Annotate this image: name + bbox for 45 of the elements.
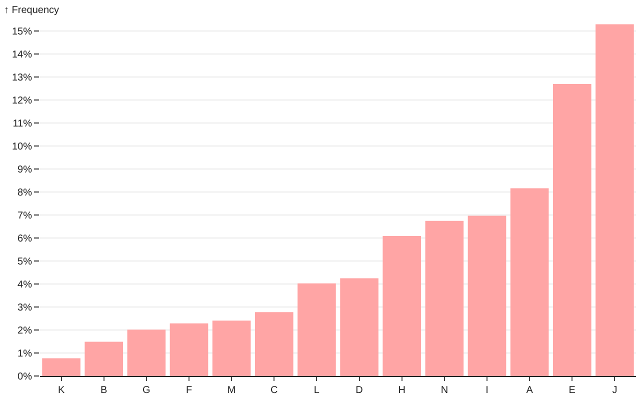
x-tick-label: A (526, 385, 534, 396)
y-tick-label: 12% (12, 96, 32, 107)
y-tick-label: 2% (18, 326, 32, 337)
y-tick-label: 9% (18, 164, 32, 176)
y-tick-label: 6% (18, 234, 32, 245)
bar (42, 358, 80, 376)
bar (510, 188, 549, 376)
y-tick-label: 11% (12, 118, 32, 130)
bar (468, 216, 506, 376)
x-tick-label: H (398, 385, 406, 396)
x-tick-label: D (356, 385, 363, 396)
bar (382, 236, 422, 376)
x-tick-label: K (58, 385, 65, 396)
y-tick-label: 10% (12, 142, 32, 153)
x-tick-label: N (440, 385, 448, 396)
bar (298, 283, 336, 376)
x-tick-label: L (314, 385, 320, 396)
x-tick-label: M (227, 385, 236, 396)
bar (596, 24, 634, 376)
x-tick-label: E (568, 385, 576, 396)
y-tick-label: 8% (18, 188, 32, 199)
bar (254, 312, 294, 376)
y-axis-title: ↑ Frequency (4, 5, 60, 16)
x-tick-label: J (612, 385, 618, 396)
bar (84, 342, 124, 376)
y-tick-label: 15% (12, 26, 32, 38)
y-tick-label: 5% (18, 256, 32, 268)
y-tick-label: 3% (18, 302, 32, 314)
y-tick-label: 1% (18, 348, 32, 360)
y-tick-label: 0% (18, 372, 32, 382)
bar (425, 220, 464, 376)
x-tick-label: F (186, 385, 192, 396)
x-tick-label: C (270, 385, 278, 396)
bar (340, 278, 378, 376)
bar (127, 330, 166, 376)
y-tick-label: 4% (18, 280, 32, 291)
x-tick-label: B (100, 385, 108, 396)
x-tick-label: G (142, 385, 151, 396)
x-tick-label: I (486, 385, 488, 396)
bar (170, 323, 208, 376)
y-tick-label: 7% (18, 210, 32, 222)
bar (552, 84, 592, 376)
bar (212, 320, 251, 376)
y-tick-label: 14% (12, 50, 32, 61)
y-tick-label: 13% (12, 72, 32, 84)
